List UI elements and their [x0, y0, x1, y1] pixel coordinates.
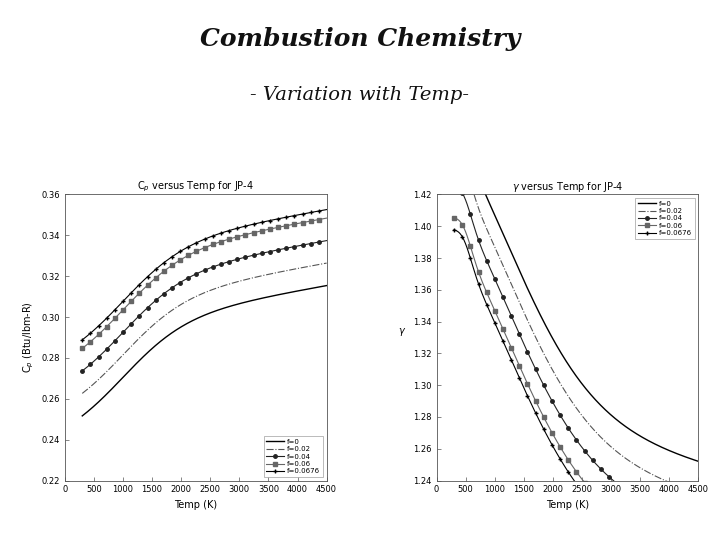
f=0.02 [78, 390, 86, 397]
Line: f=0.06: f=0.06 [81, 217, 328, 350]
f=0.04 [493, 281, 502, 288]
f=0.0676 [189, 241, 197, 248]
f=0.04 [323, 238, 331, 244]
Line: f=0: f=0 [454, 122, 698, 461]
Text: Combustion Chemistry: Combustion Chemistry [200, 27, 520, 51]
f=0.0676 [262, 218, 271, 225]
f=0.02 [513, 294, 521, 300]
f=0.06 [222, 237, 230, 243]
f=0.06 [262, 227, 271, 233]
f=0 [493, 218, 502, 224]
X-axis label: Temp (K): Temp (K) [546, 500, 589, 510]
f=0 [594, 399, 603, 406]
f=0.04 [513, 326, 521, 332]
f=0.0676 [323, 206, 331, 213]
f=0 [78, 413, 86, 419]
Line: f=0.04: f=0.04 [81, 239, 328, 373]
f=0.02 [694, 490, 703, 496]
f=0.02 [634, 463, 642, 470]
Text: - Variation with Temp-: - Variation with Temp- [251, 86, 469, 104]
f=0.0676 [450, 226, 459, 233]
f=0.06 [241, 232, 250, 238]
f=0 [140, 352, 149, 358]
f=0.02 [493, 249, 502, 256]
Line: f=0.06: f=0.06 [452, 216, 700, 540]
f=0 [323, 282, 331, 289]
f=0.06 [140, 284, 149, 291]
f=0.04 [78, 368, 86, 374]
f=0.04 [241, 254, 250, 260]
Y-axis label: $\gamma$: $\gamma$ [398, 326, 406, 338]
f=0 [262, 294, 271, 301]
f=0.04 [222, 259, 230, 266]
f=0.06 [323, 215, 331, 221]
Title: C$_p$ versus Temp for JP-4: C$_p$ versus Temp for JP-4 [138, 180, 254, 194]
f=0.04 [634, 495, 642, 502]
Line: f=0.04: f=0.04 [452, 184, 700, 526]
f=0 [241, 299, 250, 305]
f=0.04 [594, 463, 603, 469]
f=0 [222, 304, 230, 310]
f=0 [613, 417, 621, 423]
f=0.04 [140, 307, 149, 313]
f=0.0676 [241, 223, 250, 230]
f=0.06 [78, 345, 86, 352]
f=0.04 [613, 481, 621, 487]
f=0.02 [560, 387, 569, 394]
f=0.02 [450, 151, 459, 157]
f=0.0676 [121, 295, 130, 302]
Line: f=0.02: f=0.02 [82, 263, 327, 394]
Line: f=0.0676: f=0.0676 [451, 227, 701, 540]
Legend: f=0, f=0.02, f=0.04, f=0.06, f=0.0676: f=0, f=0.02, f=0.04, f=0.06, f=0.0676 [264, 436, 323, 477]
f=0.02 [241, 276, 250, 283]
f=0.04 [560, 419, 569, 426]
f=0 [513, 262, 521, 268]
f=0.0676 [634, 539, 642, 540]
f=0.06 [121, 304, 130, 310]
Legend: f=0, f=0.02, f=0.04, f=0.06, f=0.0676: f=0, f=0.02, f=0.04, f=0.06, f=0.0676 [636, 198, 695, 239]
f=0.0676 [140, 276, 149, 282]
f=0.04 [121, 327, 130, 333]
f=0.02 [323, 260, 331, 266]
f=0.02 [140, 329, 149, 336]
f=0.02 [121, 349, 130, 355]
Line: f=0.0676: f=0.0676 [80, 207, 329, 342]
f=0.04 [450, 183, 459, 189]
f=0.02 [262, 272, 271, 278]
f=0.0676 [493, 325, 502, 332]
f=0 [121, 372, 130, 378]
X-axis label: Temp (K): Temp (K) [174, 500, 217, 510]
f=0.06 [189, 250, 197, 256]
f=0.06 [613, 512, 621, 519]
Line: f=0.02: f=0.02 [454, 154, 698, 493]
f=0.0676 [78, 336, 86, 343]
f=0.04 [694, 522, 703, 528]
f=0.06 [513, 357, 521, 363]
Title: $\gamma$ versus Temp for JP-4: $\gamma$ versus Temp for JP-4 [512, 180, 623, 194]
f=0.0676 [560, 463, 569, 469]
Line: f=0: f=0 [82, 286, 327, 416]
f=0.06 [450, 214, 459, 221]
f=0.0676 [613, 524, 621, 531]
f=0.02 [594, 431, 603, 437]
f=0 [189, 318, 197, 324]
f=0.06 [493, 313, 502, 320]
f=0.0676 [594, 507, 603, 514]
f=0.02 [613, 449, 621, 455]
f=0.06 [634, 527, 642, 534]
f=0 [634, 431, 642, 438]
f=0.04 [189, 272, 197, 279]
f=0.02 [189, 295, 197, 301]
f=0.06 [560, 451, 569, 457]
f=0 [560, 355, 569, 362]
Y-axis label: C$_p$ (Btu/lbm-R): C$_p$ (Btu/lbm-R) [22, 301, 36, 374]
f=0 [450, 119, 459, 125]
f=0.0676 [222, 228, 230, 235]
f=0.06 [594, 495, 603, 501]
f=0.02 [222, 282, 230, 288]
f=0.0676 [513, 369, 521, 376]
f=0.04 [262, 249, 271, 255]
f=0 [694, 458, 703, 464]
